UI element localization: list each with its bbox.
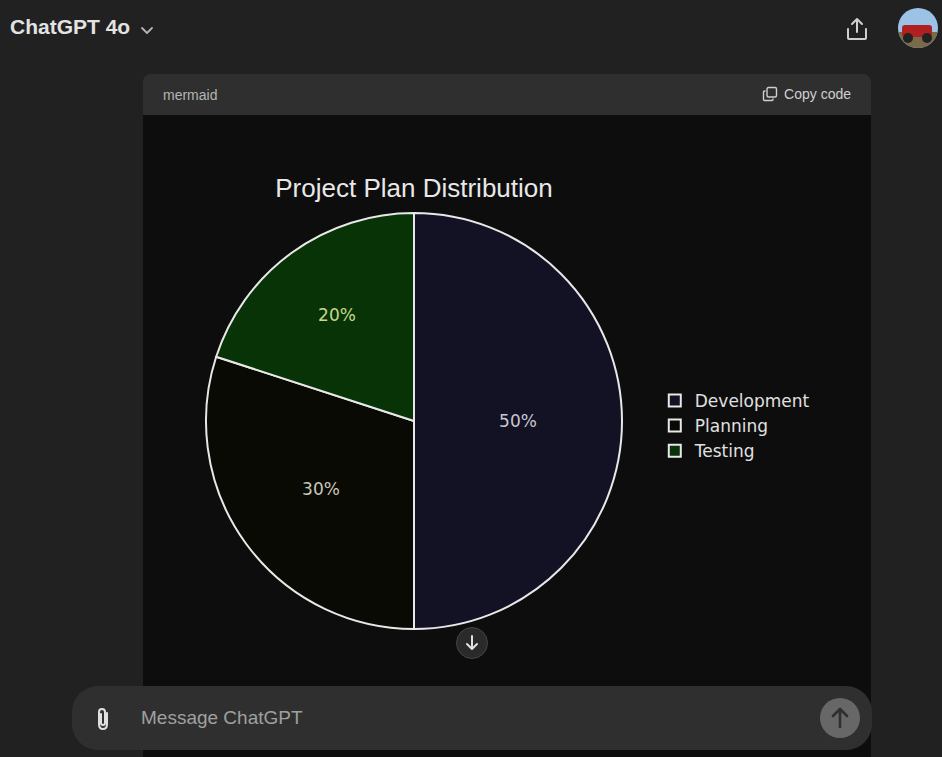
- html-text:ChatGPT 4o: ChatGPT 4o: [10, 15, 131, 38]
- html-text:Message ChatGPT: Message ChatGPT: [141, 707, 303, 728]
- svg-text:20%: 20%: [318, 305, 356, 325]
- svg-text:Project Plan Distribution: Project Plan Distribution: [275, 173, 552, 203]
- html-text:Copy code: Copy code: [784, 86, 851, 102]
- svg-text:Planning: Planning: [695, 416, 768, 436]
- svg-text:50%: 50%: [499, 411, 537, 431]
- html-text:mermaid: mermaid: [163, 87, 218, 103]
- svg-text:Development: Development: [695, 391, 810, 411]
- svg-text:30%: 30%: [302, 479, 340, 499]
- svg-text:Testing: Testing: [694, 441, 755, 461]
